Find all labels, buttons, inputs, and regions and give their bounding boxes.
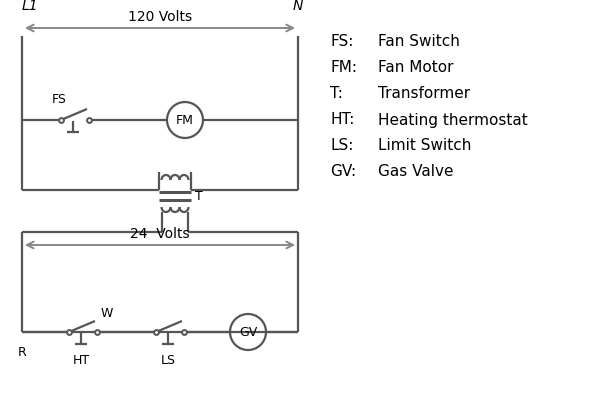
Text: N: N	[293, 0, 303, 13]
Text: Gas Valve: Gas Valve	[378, 164, 454, 180]
Text: Fan Switch: Fan Switch	[378, 34, 460, 50]
Text: FM: FM	[176, 114, 194, 126]
Text: Transformer: Transformer	[378, 86, 470, 102]
Text: 120 Volts: 120 Volts	[128, 10, 192, 24]
Text: Heating thermostat: Heating thermostat	[378, 112, 527, 128]
Text: Limit Switch: Limit Switch	[378, 138, 471, 154]
Text: HT: HT	[73, 354, 90, 367]
Text: GV: GV	[239, 326, 257, 338]
Text: W: W	[101, 307, 113, 320]
Text: FM:: FM:	[330, 60, 357, 76]
Text: Fan Motor: Fan Motor	[378, 60, 454, 76]
Text: LS:: LS:	[330, 138, 353, 154]
Text: T: T	[195, 190, 203, 202]
Text: FS:: FS:	[330, 34, 353, 50]
Text: LS: LS	[160, 354, 175, 367]
Text: FS: FS	[51, 93, 67, 106]
Text: L1: L1	[22, 0, 38, 13]
Text: GV:: GV:	[330, 164, 356, 180]
Text: 24  Volts: 24 Volts	[130, 227, 190, 241]
Text: HT:: HT:	[330, 112, 355, 128]
Text: T:: T:	[330, 86, 343, 102]
Text: R: R	[18, 346, 27, 359]
